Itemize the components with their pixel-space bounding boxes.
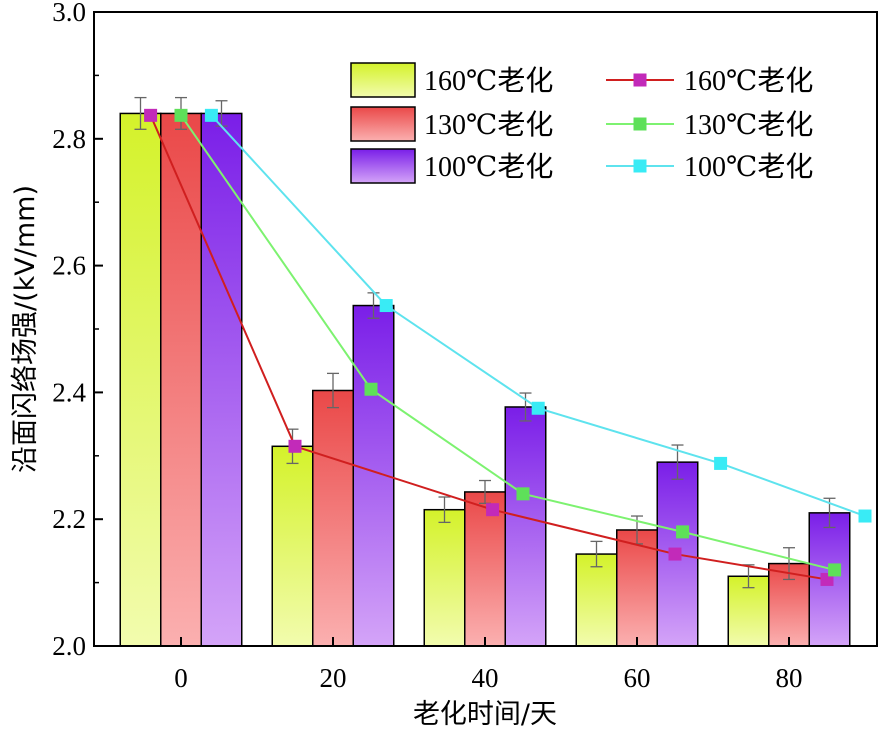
line-marker-1-1: [364, 382, 378, 396]
y-tick-label-2: 2.4: [52, 377, 86, 407]
error-bar-0-3: [590, 540, 603, 568]
legend-label-bar-1: 130℃老化: [424, 109, 553, 141]
legend-swatch-bar-0: [350, 62, 416, 98]
bar-0-0: [119, 112, 162, 647]
legend-swatch-bar-1: [350, 106, 416, 142]
x-tick-label-3: 60: [624, 663, 651, 693]
bar-0-2: [423, 508, 466, 647]
line-marker-0-1: [288, 439, 302, 453]
bar-1-1: [312, 389, 354, 647]
error-bar-1-4: [783, 547, 795, 581]
x-tick-label-2: 40: [472, 663, 499, 693]
line-marker-1-3: [676, 525, 690, 539]
legend-label-line-1: 130℃老化: [684, 109, 813, 141]
y-tick-label-0: 2.0: [52, 631, 86, 661]
bar-0-1: [271, 445, 314, 647]
line-marker-2-4: [858, 509, 872, 523]
legend-label-bar-2: 100℃老化: [424, 151, 553, 183]
bar-1-3: [616, 529, 658, 647]
bar-1-0: [160, 112, 202, 647]
error-bars-layer: [134, 96, 836, 589]
line-marker-0-2: [486, 503, 500, 517]
x-tick-label-0: 0: [174, 663, 188, 693]
y-axis-title: 沿面闪络场强/(kV/mm): [10, 185, 41, 473]
legend-label-bar-0: 160℃老化: [424, 65, 553, 97]
x-tick-label-4: 80: [776, 663, 803, 693]
bar-0-3: [575, 553, 618, 647]
legend-marker-2: [633, 159, 647, 173]
bar-2-2: [504, 406, 547, 647]
x-axis-title: 老化时间/天: [413, 699, 557, 730]
error-bar-0-0: [134, 96, 147, 130]
error-bar-0-2: [438, 496, 451, 524]
bars-layer: [119, 112, 851, 647]
y-tick-label-1: 2.2: [52, 504, 86, 534]
axes-layer: 2.0 2.2 2.4 2.6 2.8 3.0 0 20 40 60 80: [52, 0, 802, 693]
line-marker-2-3: [714, 456, 728, 470]
line-marker-2-0: [204, 108, 218, 122]
bar-1-2: [464, 491, 506, 647]
y-tick-label-4: 2.8: [52, 124, 86, 154]
legend: 160℃老化 130℃老化 100℃老化 160℃老化 130℃老化 100℃老化: [350, 62, 813, 184]
legend-swatch-bar-2: [350, 148, 416, 184]
error-bar-2-2: [519, 392, 532, 422]
legend-label-line-0: 160℃老化: [684, 65, 813, 97]
error-bar-1-1: [327, 372, 339, 409]
x-tick-label-1: 20: [320, 663, 347, 693]
line-marker-0-3: [668, 547, 682, 561]
line-marker-1-4: [828, 563, 842, 577]
line-marker-2-1: [379, 299, 393, 313]
lines-layer: [144, 108, 872, 586]
legend-marker-0: [633, 73, 647, 87]
bar-2-0: [200, 112, 243, 647]
line-marker-1-0: [174, 108, 188, 122]
legend-marker-1: [633, 117, 647, 131]
line-marker-0-0: [144, 108, 158, 122]
line-marker-2-2: [531, 401, 545, 415]
y-tick-label-5: 3.0: [52, 0, 86, 27]
legend-label-line-2: 100℃老化: [684, 151, 813, 183]
y-tick-label-3: 2.6: [52, 251, 86, 281]
line-marker-1-2: [516, 487, 530, 501]
